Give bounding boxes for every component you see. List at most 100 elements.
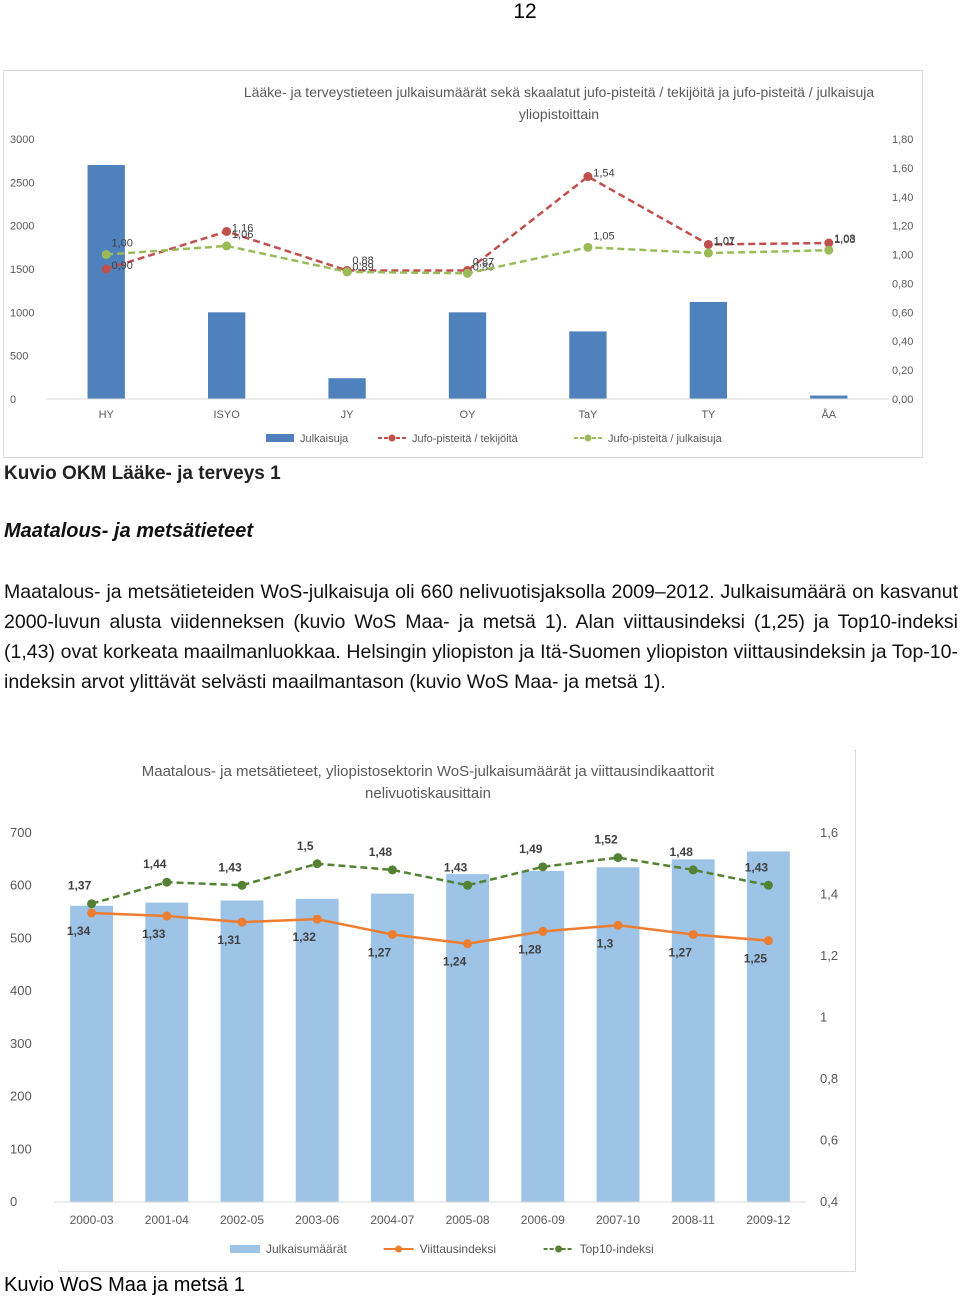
chart-title: nelivuotiskausittain	[365, 785, 491, 802]
x-tick-label: TY	[701, 409, 716, 421]
chart-title: Maatalous- ja metsätieteet, yliopistosek…	[142, 763, 715, 780]
legend-label: Julkaisuja	[300, 433, 349, 445]
data-point	[463, 880, 473, 890]
chart-maa-metsa: Maatalous- ja metsätieteet, yliopistosek…	[4, 750, 854, 1270]
data-label: 1,43	[745, 860, 769, 874]
bar	[596, 867, 640, 1202]
bar	[746, 851, 790, 1202]
y-left-tick-label: 1500	[10, 264, 34, 276]
data-point	[583, 172, 593, 182]
x-tick-label: 2003-06	[295, 1213, 339, 1227]
data-point	[222, 241, 232, 251]
x-tick-label: OY	[460, 409, 477, 421]
bar	[810, 395, 848, 399]
data-point	[237, 880, 247, 890]
data-label: 1,03	[834, 234, 855, 246]
y-right-tick-label: 0,6	[820, 1133, 838, 1148]
y-left-tick-label: 400	[10, 983, 32, 998]
data-point	[387, 929, 397, 939]
x-tick-label: 2001-04	[145, 1213, 189, 1227]
section-heading: Maatalous- ja metsätieteet	[4, 520, 253, 542]
bar	[671, 859, 715, 1202]
bar	[569, 331, 607, 399]
legend-marker	[584, 434, 592, 442]
data-label: 0,88	[352, 255, 373, 267]
y-left-tick-label: 0	[10, 394, 16, 406]
y-right-tick-label: 1,20	[892, 221, 913, 233]
data-label: 1,43	[218, 860, 242, 874]
data-label: 1,44	[143, 857, 167, 871]
figure-caption-2: Kuvio WoS Maa ja metsä 1	[4, 1274, 245, 1296]
y-left-tick-label: 3000	[10, 134, 34, 146]
y-right-tick-label: 0,60	[892, 307, 913, 319]
data-label: 1,24	[443, 955, 467, 969]
y-right-tick-label: 1,40	[892, 192, 913, 204]
y-right-tick-label: 1,00	[892, 250, 913, 262]
data-point	[703, 248, 713, 258]
data-label: 1,54	[593, 168, 614, 180]
bar	[446, 874, 490, 1202]
data-point	[387, 865, 397, 875]
data-point	[538, 926, 548, 936]
figure-caption-1: Kuvio OKM Lääke- ja terveys 1	[4, 463, 281, 484]
data-label: 1,25	[744, 952, 768, 966]
y-right-tick-label: 0,4	[820, 1194, 838, 1209]
data-point	[237, 917, 247, 927]
y-right-tick-label: 1,60	[892, 163, 913, 175]
y-right-tick-label: 1	[820, 1010, 827, 1025]
x-tick-label: JY	[341, 409, 355, 421]
y-left-tick-label: 600	[10, 878, 32, 893]
bar	[207, 312, 246, 399]
data-point	[613, 853, 623, 863]
series-line	[105, 175, 829, 272]
legend-swatch	[266, 434, 294, 442]
y-left-tick-label: 100	[10, 1141, 32, 1156]
data-point	[463, 268, 472, 278]
data-label: 0,90	[112, 260, 133, 272]
legend-label: Jufo-pisteitä / julkaisuja	[608, 433, 723, 445]
x-tick-label: ISYO	[213, 409, 240, 421]
legend-label: Viittausindeksi	[420, 1242, 497, 1256]
bar	[328, 378, 366, 399]
chart-title: Lääke- ja terveystieteen julkaisumäärät …	[244, 84, 875, 100]
chart-title: yliopistoittain	[519, 106, 599, 122]
data-point	[87, 899, 97, 909]
data-label: 1,27	[669, 945, 693, 959]
bar	[220, 900, 264, 1202]
legend-label: Jufo-pisteitä / tekijöitä	[412, 433, 519, 445]
data-label: 1,37	[68, 879, 92, 893]
y-right-tick-label: 1,6	[820, 825, 838, 840]
data-label: 1,05	[593, 230, 614, 242]
data-label: 1,34	[67, 924, 91, 938]
chart-laake-terveys-svg: Lääke- ja terveystieteen julkaisumäärät …	[10, 84, 913, 445]
data-point	[101, 250, 111, 260]
data-point	[162, 911, 172, 921]
y-right-tick-label: 0,80	[892, 278, 913, 290]
data-label: 1,31	[217, 933, 241, 947]
data-label: 1,49	[519, 842, 543, 856]
legend-marker	[555, 1245, 563, 1253]
data-label: 1,16	[232, 222, 253, 234]
data-point	[463, 939, 473, 949]
data-label: 1,5	[297, 839, 314, 853]
data-label: 1,06	[232, 229, 253, 241]
data-point	[703, 239, 713, 249]
data-label: 1,52	[594, 833, 618, 847]
data-point	[613, 920, 623, 930]
x-tick-label: 2005-08	[446, 1213, 490, 1227]
y-right-tick-label: 1,4	[820, 887, 838, 902]
y-right-tick-label: 0,8	[820, 1071, 838, 1086]
data-point	[162, 877, 172, 887]
data-point	[342, 267, 352, 277]
x-tick-label: 2006-09	[521, 1213, 565, 1227]
x-tick-label: HY	[99, 409, 115, 421]
data-point	[688, 929, 698, 939]
chart-maa-metsa-svg: Maatalous- ja metsätieteet, yliopistosek…	[10, 763, 838, 1256]
page-number: 12	[513, 0, 537, 23]
y-left-tick-label: 200	[10, 1089, 32, 1104]
bar	[87, 165, 125, 399]
data-label: 1,48	[670, 845, 694, 859]
legend-marker	[388, 434, 396, 442]
series-line	[91, 911, 769, 945]
y-left-tick-label: 300	[10, 1036, 32, 1051]
